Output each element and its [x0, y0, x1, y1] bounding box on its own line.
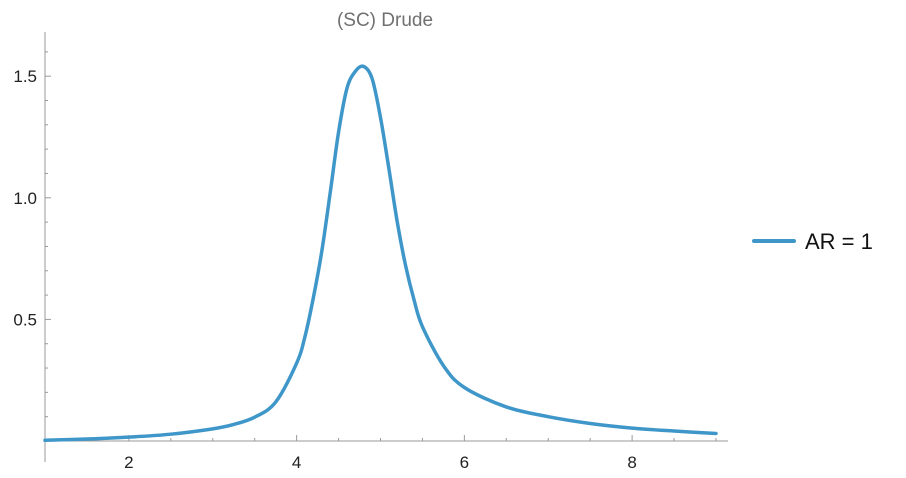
- x-tick-label: 8: [627, 453, 636, 472]
- y-tick-label: 0.5: [13, 310, 37, 329]
- legend-label: AR = 1: [805, 229, 873, 254]
- axes: 2 4 6 8 0.5 1.0 1.5: [13, 32, 728, 472]
- y-tick-label: 1.0: [13, 189, 37, 208]
- series-line: [43, 64, 718, 443]
- legend: AR = 1: [752, 229, 873, 254]
- chart-title: (SC) Drude: [337, 10, 433, 31]
- x-tick-label: 2: [124, 453, 133, 472]
- y-tick-label: 1.5: [13, 67, 37, 86]
- series-layer: [43, 64, 718, 443]
- x-tick-label: 4: [292, 453, 301, 472]
- x-tick-label: 6: [460, 453, 469, 472]
